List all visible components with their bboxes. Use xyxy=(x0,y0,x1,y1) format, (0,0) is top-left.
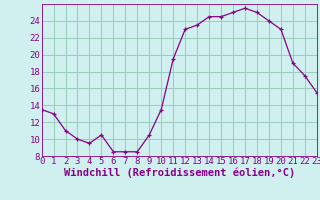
X-axis label: Windchill (Refroidissement éolien,°C): Windchill (Refroidissement éolien,°C) xyxy=(64,168,295,178)
